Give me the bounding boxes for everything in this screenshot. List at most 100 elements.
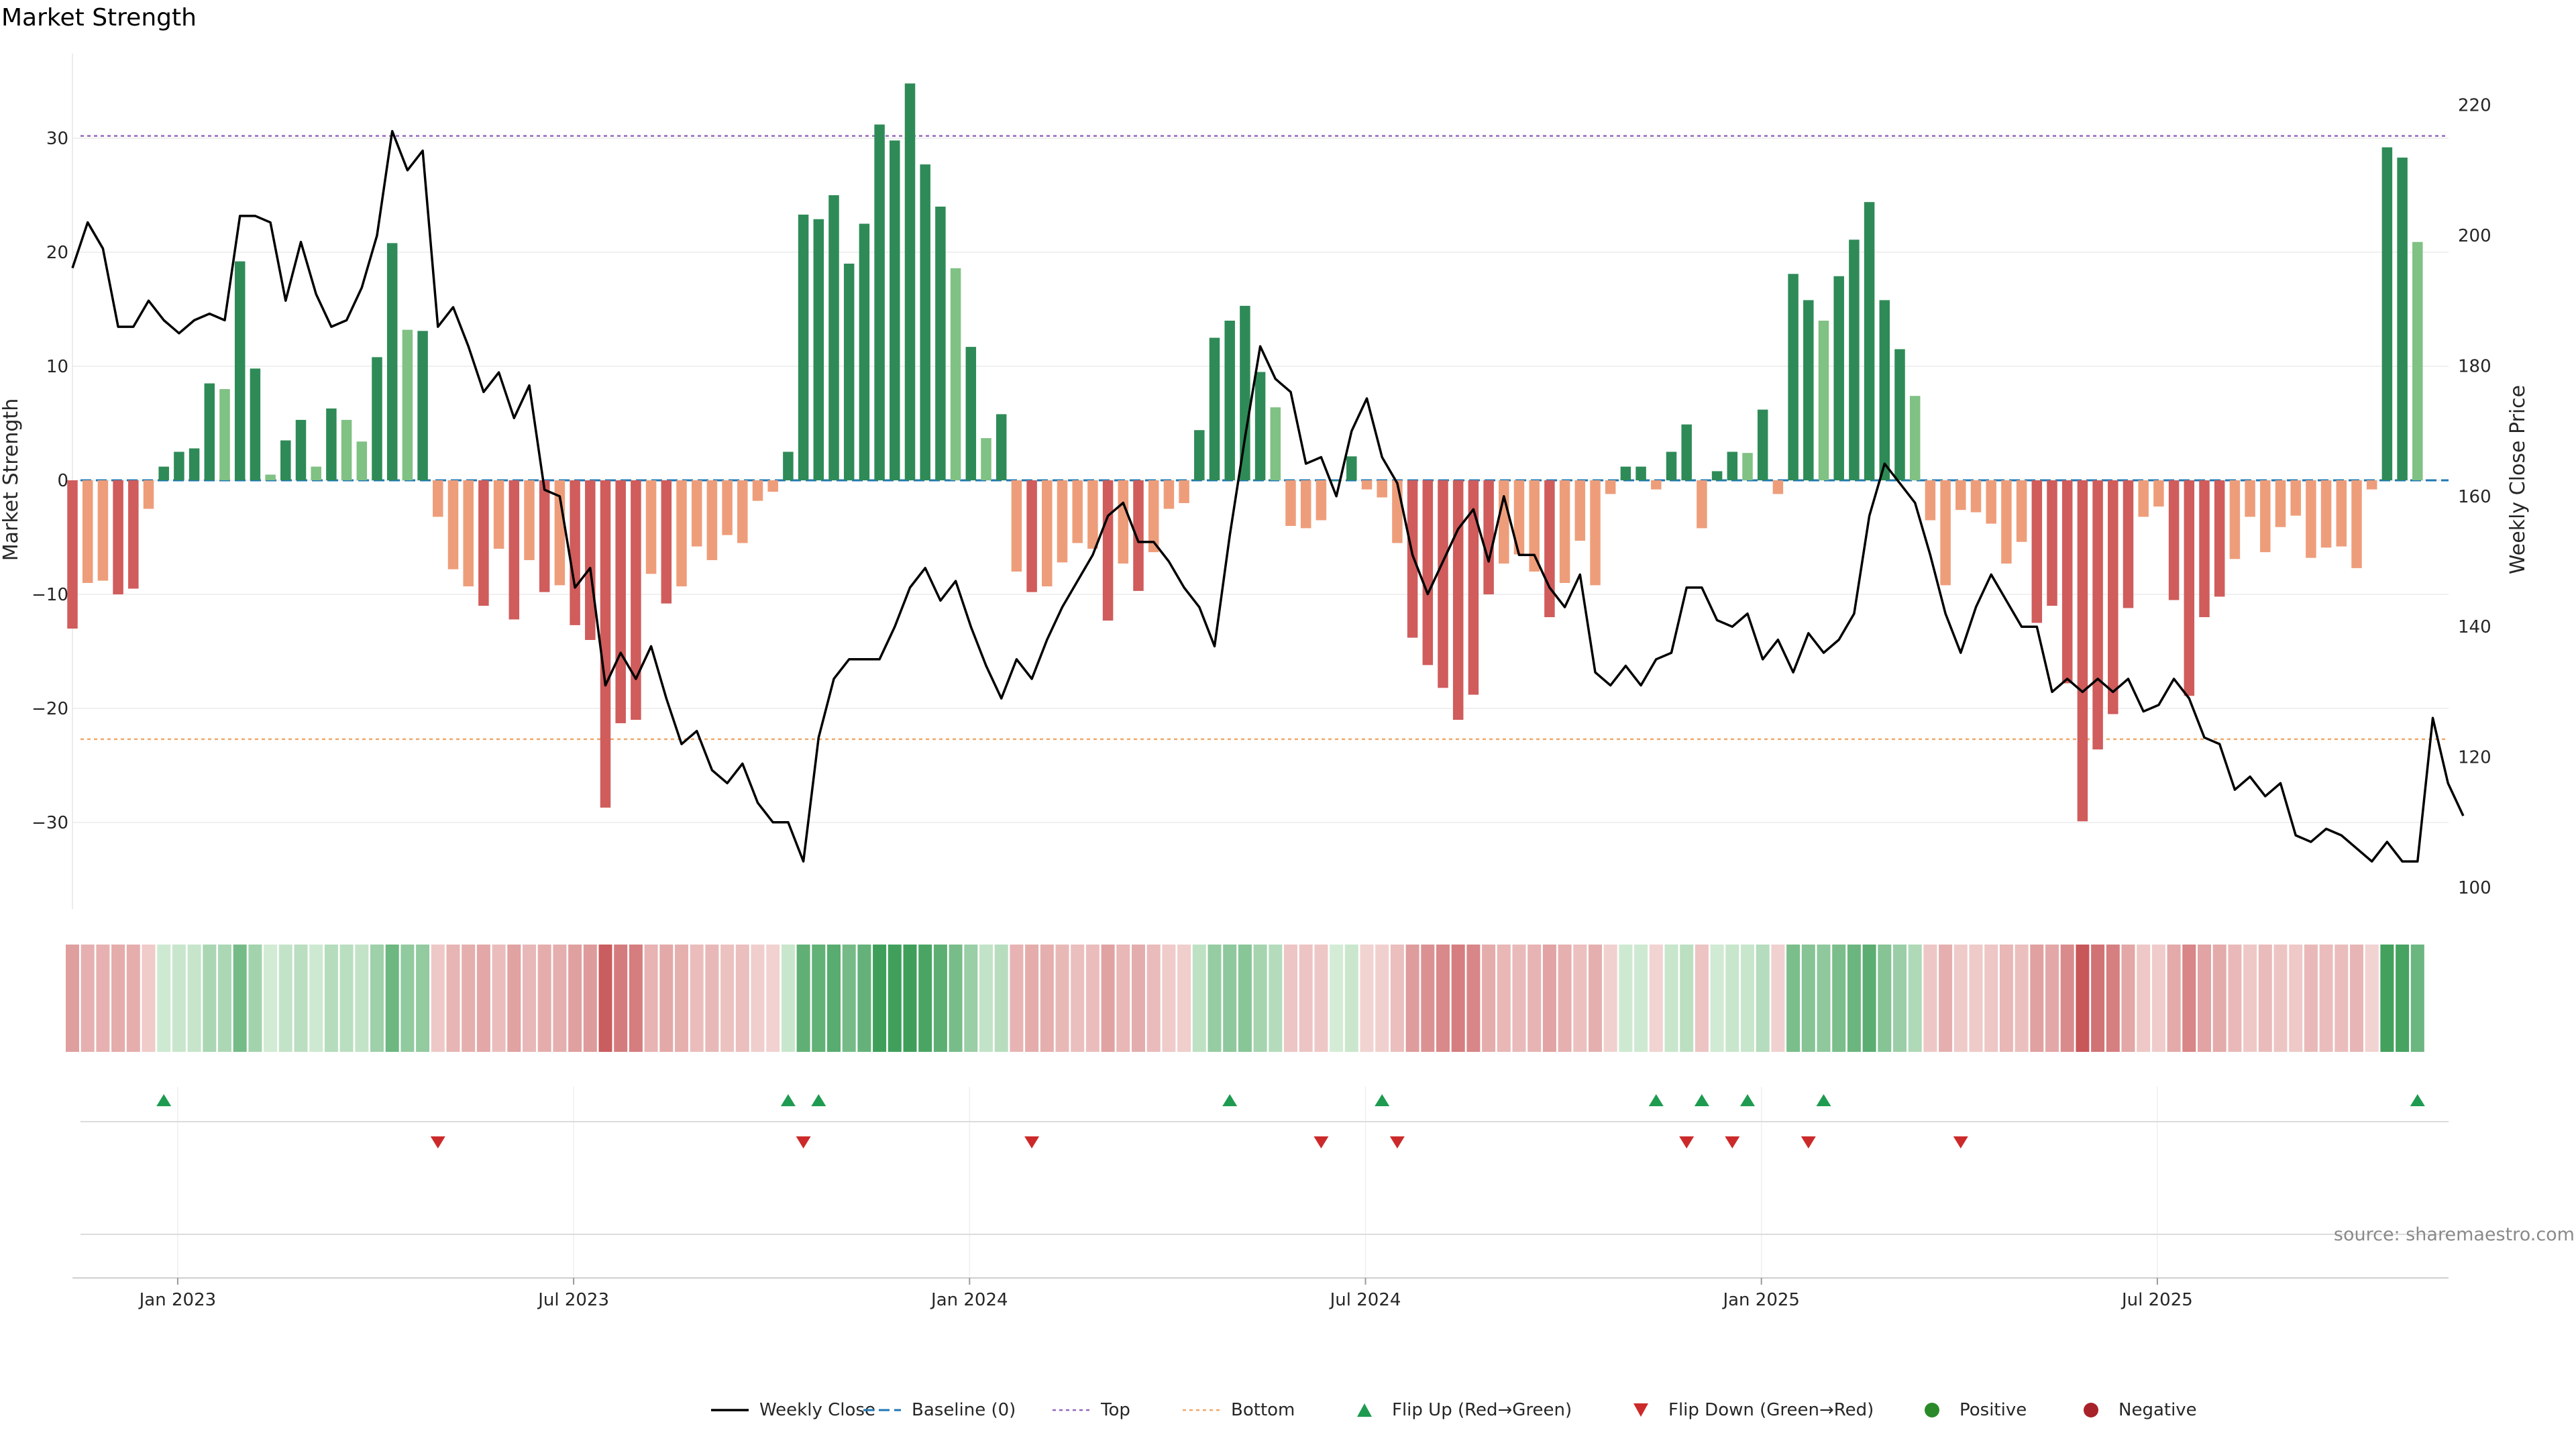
strength-bar	[767, 480, 778, 492]
heat-cell	[1451, 945, 1465, 1052]
heat-cell	[2334, 945, 2349, 1052]
heat-cell	[735, 945, 749, 1052]
strength-bar	[706, 480, 718, 560]
strength-bar	[752, 480, 763, 501]
strength-bar	[2366, 480, 2377, 490]
heat-cell	[1192, 945, 1206, 1052]
heat-cell	[1786, 945, 1801, 1052]
strength-bar	[2260, 480, 2271, 553]
heat-cell	[614, 945, 628, 1052]
heat-cell	[462, 945, 476, 1052]
strength-bar	[1803, 300, 1814, 480]
heat-cell	[720, 945, 735, 1052]
heat-cell	[1771, 945, 1785, 1052]
left-tick-label: −20	[32, 699, 68, 719]
triangle-down-icon	[1633, 1403, 1648, 1417]
heat-cell	[1619, 945, 1633, 1052]
right-axis-title: Weekly Close Price	[2506, 385, 2530, 574]
x-tick-label: Jan 2025	[1721, 1290, 1800, 1310]
left-y-axis: 30 20 10 0 −10 −20 −30	[32, 129, 68, 833]
heat-cell	[568, 945, 582, 1052]
strength-bar	[2031, 480, 2043, 623]
strength-bar	[1925, 480, 1936, 521]
flip-down-marker	[1801, 1136, 1816, 1148]
right-tick-label: 180	[2458, 356, 2491, 376]
strength-bar	[828, 195, 839, 480]
x-tick-label: Jan 2023	[138, 1290, 217, 1310]
strength-bar	[2092, 480, 2103, 750]
heat-cell	[507, 945, 521, 1052]
strength-bar	[1331, 480, 1342, 481]
heat-cell	[339, 945, 354, 1052]
strength-bar	[813, 219, 824, 480]
chart-title: Market Strength	[1, 4, 197, 32]
heat-cell	[2198, 945, 2211, 1052]
heat-cell	[812, 945, 826, 1052]
heat-cell	[1146, 945, 1161, 1052]
heat-cell	[2106, 945, 2120, 1052]
strength-bar	[1224, 321, 1235, 480]
strength-bar	[737, 480, 748, 543]
strength-bar	[1666, 451, 1677, 480]
strength-bar	[417, 331, 428, 480]
strength-bar	[1635, 466, 1646, 480]
strength-bar	[174, 451, 184, 480]
heat-cell	[1893, 945, 1907, 1052]
strength-bar	[1590, 480, 1601, 586]
strength-bar	[1574, 480, 1586, 541]
strength-bar	[935, 207, 946, 480]
heat-cell	[1969, 945, 1983, 1052]
heat-cell	[1025, 945, 1039, 1052]
strength-heat-strip	[66, 945, 2424, 1052]
legend-label: Flip Up (Red→Green)	[1392, 1400, 1572, 1420]
heat-cell	[2350, 945, 2363, 1052]
heat-cell	[1953, 945, 1968, 1052]
heat-cell	[1132, 945, 1145, 1052]
circle-green-icon	[1925, 1403, 1939, 1417]
strength-bar	[1499, 480, 1509, 564]
heat-cell	[248, 945, 262, 1052]
strength-bar	[158, 466, 169, 480]
strength-bar	[1711, 471, 1723, 480]
heat-cell	[1695, 945, 1709, 1052]
heat-cell	[644, 945, 658, 1052]
heat-cell	[1923, 945, 1937, 1052]
strength-bar	[1849, 239, 1860, 480]
heat-cell	[1055, 945, 1069, 1052]
heat-cell	[1299, 945, 1313, 1052]
heat-cell	[1832, 945, 1846, 1052]
heat-cell	[1010, 945, 1024, 1052]
strength-bar	[2275, 480, 2286, 527]
flip-up-marker	[1222, 1094, 1238, 1106]
heat-cell	[2365, 945, 2379, 1052]
heat-cell	[370, 945, 384, 1052]
strength-bar	[463, 480, 474, 587]
heat-cell	[203, 945, 217, 1052]
heat-cell	[2228, 945, 2242, 1052]
strength-bar	[981, 438, 991, 480]
strength-bar	[843, 264, 855, 480]
strength-bar	[1970, 480, 1982, 513]
strength-bar	[600, 480, 611, 808]
strength-bar	[1316, 480, 1327, 521]
heat-cell	[1344, 945, 1358, 1052]
strength-bar	[234, 261, 246, 480]
heat-cell	[1116, 945, 1130, 1052]
heat-cell	[675, 945, 688, 1052]
strength-bar	[1544, 480, 1555, 617]
left-tick-label: −10	[32, 585, 68, 605]
strength-bar	[1377, 480, 1387, 498]
heat-cell	[2258, 945, 2272, 1052]
strength-bar	[2245, 480, 2255, 517]
strength-bar	[661, 480, 672, 604]
triangle-up-icon	[1357, 1403, 1372, 1417]
heat-cell	[1573, 945, 1587, 1052]
heat-cell	[1801, 945, 1815, 1052]
strength-bar	[904, 83, 916, 480]
strength-bar	[2077, 480, 2088, 822]
strength-bar	[1955, 480, 1966, 511]
heat-cell	[2076, 945, 2090, 1052]
strength-bar	[1438, 480, 1448, 688]
circle-red-icon	[2084, 1403, 2098, 1417]
flip-up-marker	[811, 1094, 826, 1106]
